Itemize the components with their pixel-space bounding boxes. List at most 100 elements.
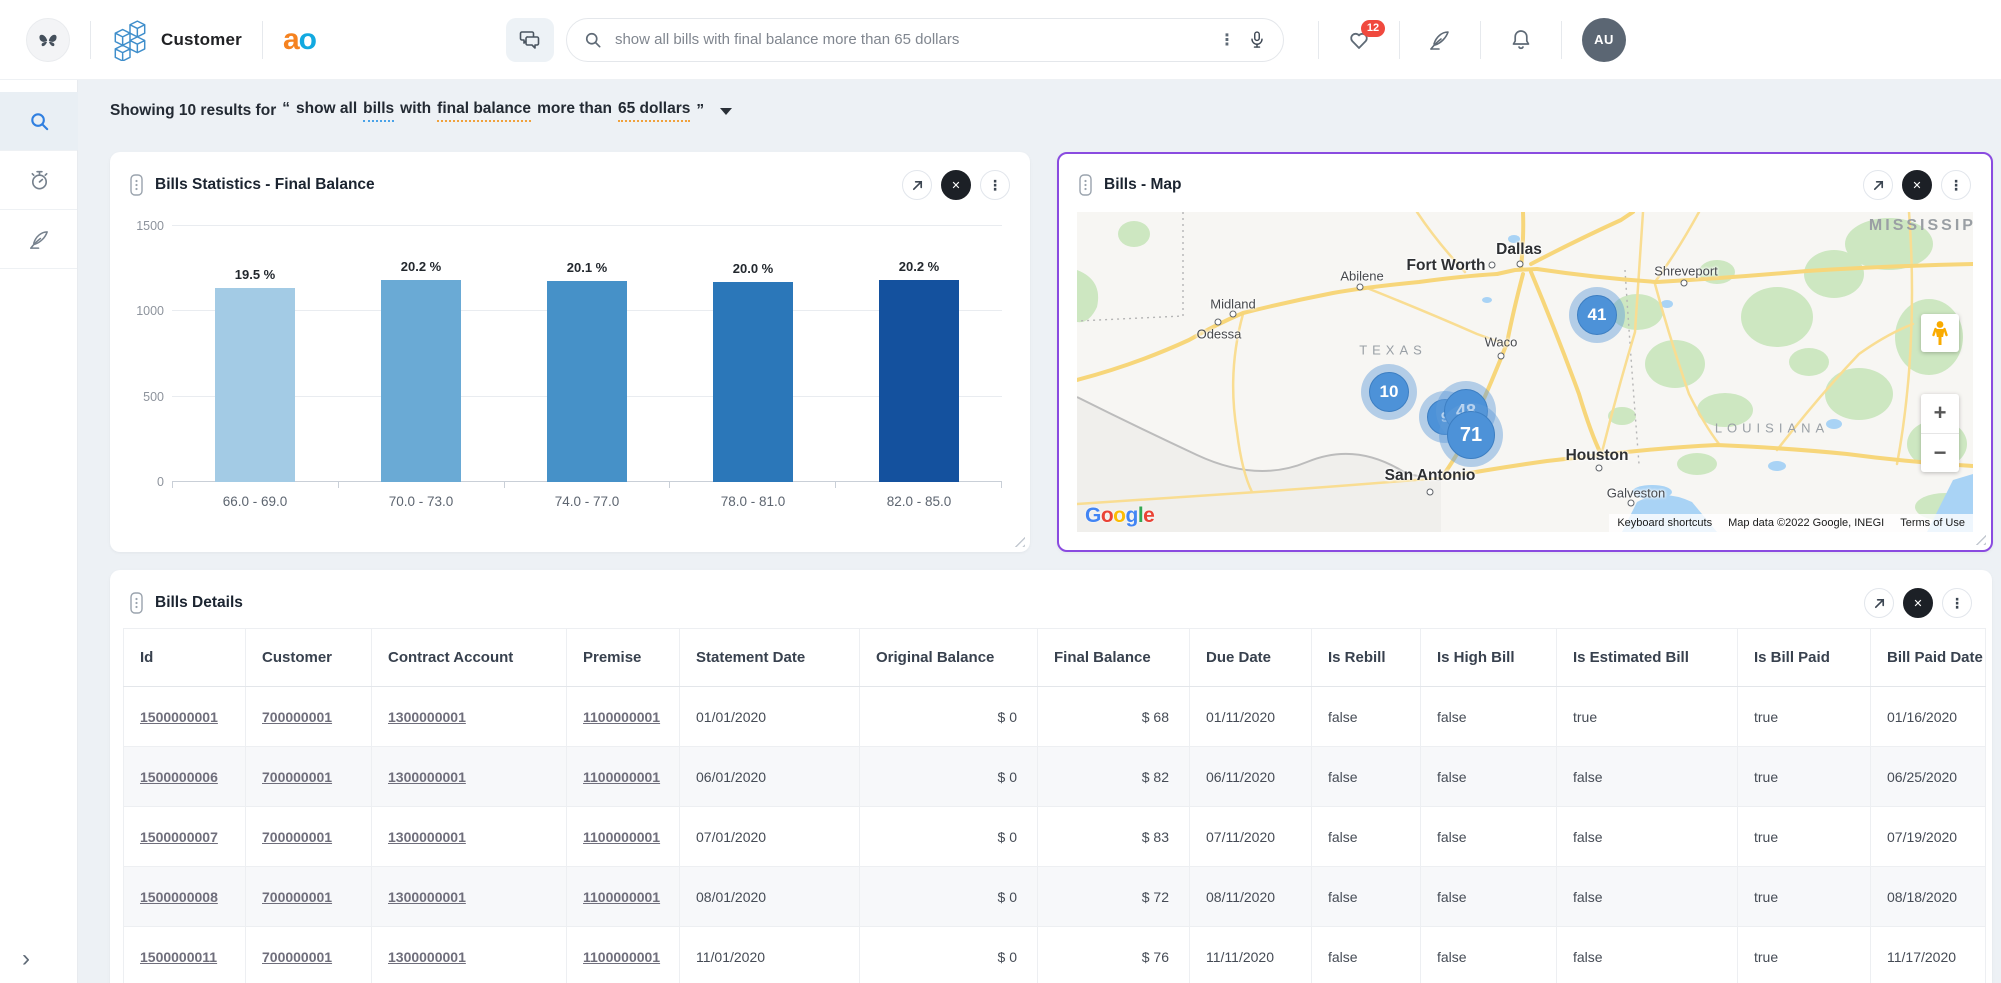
drag-handle-icon[interactable] [130,174,143,196]
expand-button[interactable] [1863,170,1893,200]
bar[interactable]: 20.2 % [381,259,461,482]
record-link[interactable]: 700000001 [262,888,333,905]
record-link[interactable]: 700000001 [262,768,333,785]
record-link[interactable]: 1500000011 [140,948,218,965]
record-link[interactable]: 1500000006 [140,768,218,785]
record-link[interactable]: 700000001 [262,948,333,965]
results-dropdown-caret[interactable] [720,107,733,115]
sidebar-expand-chevron[interactable]: › [22,945,30,972]
user-avatar[interactable]: AU [1581,17,1626,62]
map-city-label: Waco [1484,334,1518,350]
table-cell: $ 82 [1037,746,1190,807]
table-cell: 06/11/2020 [1189,746,1312,807]
annotate-button[interactable] [1420,18,1460,62]
bar[interactable]: 20.0 % [713,261,793,482]
map-region-label: LOUISIANA [1714,420,1830,436]
record-link[interactable]: 1100000001 [583,768,661,785]
microphone-icon[interactable] [1247,30,1267,50]
table-row[interactable]: 1500000011 700000001 1300000001 1100000001 1… [123,926,1986,983]
close-button[interactable]: ✕ [1902,170,1932,200]
sidebar-item-search[interactable] [0,92,78,150]
expand-button[interactable] [1864,588,1894,618]
conversation-button[interactable] [505,17,554,62]
table-cell: 08/11/2020 [1189,866,1312,927]
table-cell: false [1311,866,1421,927]
map-city-label: Galveston [1606,485,1666,501]
app-launcher-button[interactable] [26,17,70,62]
map-cluster-marker[interactable]: 10 [1369,372,1409,412]
record-link[interactable]: 1300000001 [388,948,466,965]
resize-handle[interactable] [1012,534,1025,547]
search-bar[interactable]: show all bills with final balance more t… [565,17,1284,62]
record-link[interactable]: 700000001 [262,828,333,845]
table-cell: false [1420,686,1557,747]
record-link[interactable]: 1500000007 [140,828,218,845]
card-header: Bills - Map ✕ ⋮ [1059,154,1991,200]
close-icon: ✕ [1912,179,1922,192]
record-link[interactable]: 1100000001 [583,888,661,905]
open-in-new-icon [1874,598,1884,608]
record-link[interactable]: 1500000001 [140,708,218,725]
table-row[interactable]: 1500000007 700000001 1300000001 1100000001 0… [123,806,1986,867]
table-cell: 1500000007 [123,806,246,867]
card-menu-button[interactable]: ⋮ [980,170,1010,200]
table-cell: $ 83 [1037,806,1190,867]
table-cell: false [1420,866,1557,927]
x-axis-labels: 66.0 - 69.0 70.0 - 73.0 74.0 - 77.0 78.0 - … [172,494,1002,509]
bar[interactable]: 20.1 % [547,260,627,482]
column-header-is-estimated-bill: Is Estimated Bill [1556,628,1738,687]
drag-handle-icon[interactable] [130,592,143,614]
record-link[interactable]: 700000001 [262,708,333,725]
bar[interactable]: 19.5 % [215,267,295,482]
record-link[interactable]: 1300000001 [388,828,466,845]
product-name: Customer [161,29,242,49]
top-bar: Customer a o show all bills with final b… [0,0,2001,80]
record-link[interactable]: 1300000001 [388,708,466,725]
watermark-letter: l [1137,504,1144,527]
card-menu-button[interactable]: ⋮ [1941,170,1971,200]
street-view-pegman-control[interactable] [1921,314,1959,352]
sidebar-item-history[interactable] [0,151,78,209]
search-options-icon[interactable]: ⋮ [1218,31,1235,49]
record-link[interactable]: 1300000001 [388,768,466,785]
table-cell: 06/25/2020 [1870,746,1986,807]
record-link[interactable]: 1100000001 [583,828,661,845]
terms-of-use-link[interactable]: Terms of Use [1892,514,1973,532]
expand-button[interactable] [902,170,932,200]
column-header-contract-account: Contract Account [371,628,567,687]
map-cluster-marker[interactable]: 71 [1447,411,1495,459]
zoom-in-button[interactable]: + [1921,394,1959,434]
keyboard-shortcuts-link[interactable]: Keyboard shortcuts [1609,514,1721,532]
resize-handle[interactable] [1973,532,1986,545]
notifications-button[interactable] [1501,18,1541,62]
card-actions: ✕ ⋮ [902,170,1010,200]
google-map[interactable]: TEXAS LOUISIANA MISSISSIPPI Fort Worth Dalla… [1077,212,1973,532]
record-link[interactable]: 1500000008 [140,888,218,905]
record-link[interactable]: 1100000001 [583,708,661,725]
record-link[interactable]: 1300000001 [388,888,466,905]
search-input[interactable]: show all bills with final balance more t… [614,31,960,48]
sidebar-item-annotations[interactable] [0,210,78,268]
x-axis-category-label: 78.0 - 81.0 [720,494,786,509]
bills-details-card: Bills Details ✕ ⋮ Id Customer Contract Acc… [110,570,1992,983]
map-cluster-marker[interactable]: 41 [1577,295,1617,335]
close-button[interactable]: ✕ [941,170,971,200]
query-term: show all [295,100,358,117]
favorites-button[interactable]: 12 [1339,18,1385,62]
column-header-customer: Customer [245,628,372,687]
record-link[interactable]: 1100000001 [583,948,661,965]
close-button[interactable]: ✕ [1903,588,1933,618]
card-menu-button[interactable]: ⋮ [1942,588,1972,618]
bar[interactable]: 20.2 % [879,259,959,482]
drag-handle-icon[interactable] [1079,174,1092,196]
product-brand[interactable]: Customer [111,19,242,61]
divider [1398,20,1400,59]
zoom-out-button[interactable]: − [1933,439,1947,465]
map-city-label: Midland [1210,296,1256,312]
bar-slot: 20.2 % [836,226,1002,482]
table-row[interactable]: 1500000008 700000001 1300000001 1100000001 0… [123,866,1986,927]
table-row[interactable]: 1500000001 700000001 1300000001 1100000001 0… [123,686,1986,747]
table-row[interactable]: 1500000006 700000001 1300000001 1100000001 0… [123,746,1986,807]
table-cell: 1500000001 [123,686,246,747]
close-icon: ✕ [951,179,961,192]
